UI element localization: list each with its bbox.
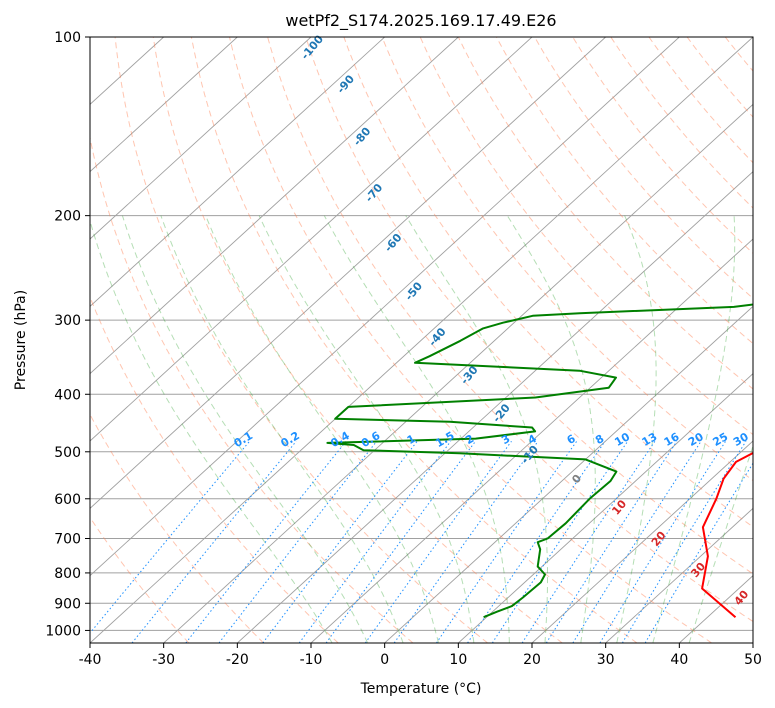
mixing-ratio-line	[599, 441, 727, 643]
dry-adiabat	[267, 37, 753, 623]
dry-adiabat	[90, 413, 264, 643]
mixing-ratio-line	[364, 440, 512, 643]
isotherm-gridline	[605, 507, 753, 643]
isotherm-gridline	[90, 37, 459, 375]
y-tick-label: 400	[54, 387, 81, 403]
x-tick-label: 50	[744, 652, 762, 668]
y-tick-label: 300	[54, 313, 81, 329]
x-tick-label: -20	[226, 652, 249, 668]
mixing-ratio-line	[644, 462, 753, 643]
dry-adiabat	[457, 37, 753, 390]
tick-layer: -40 -30 -20 -10 0 10 20 30 40 50 100 200 300 400 500 60…	[45, 30, 762, 668]
mixing-ratio-line	[436, 441, 578, 643]
isotherm-gridline	[163, 103, 753, 643]
isotherm-gridline	[90, 37, 385, 307]
isotherm-gridline	[384, 305, 753, 643]
dry-adiabat	[381, 37, 753, 482]
y-tick-label: 700	[54, 532, 81, 548]
y-axis-label: Pressure (hPa)	[13, 290, 29, 390]
mixing-ratio-line	[325, 440, 476, 643]
dry-adiabat	[419, 37, 753, 436]
mixing-ratio-line	[621, 441, 747, 643]
y-tick-label: 100	[54, 30, 81, 46]
mixing-ratio-line	[572, 441, 702, 643]
isotherm-gridline	[237, 171, 753, 643]
isotherm-gridline	[90, 37, 238, 173]
plot-frame	[89, 36, 754, 644]
x-tick-label: -40	[79, 652, 102, 668]
isotherm-gridline	[90, 37, 753, 643]
dry-adiabat	[229, 37, 712, 643]
x-tick-label: 0	[380, 652, 389, 668]
x-tick-label: 40	[670, 652, 688, 668]
moist-adiabat	[506, 215, 596, 643]
moist-adiabat	[258, 215, 475, 643]
dry-adiabat	[90, 516, 190, 643]
isotherm-gridline	[458, 373, 753, 643]
grid-layer	[90, 37, 753, 643]
y-tick-label: 800	[54, 566, 81, 582]
dewpoint-profile	[326, 303, 753, 619]
y-tick-label: 200	[54, 209, 81, 225]
dry-adiabat	[190, 37, 638, 643]
isotherm-gridline	[90, 37, 680, 577]
moist-adiabat	[160, 215, 404, 643]
x-tick-label: 30	[597, 652, 615, 668]
mixing-ratio-line	[521, 441, 656, 643]
dry-adiabat	[343, 37, 753, 528]
chart-title: wetPf2_S174.2025.169.17.49.E26	[285, 11, 556, 31]
isotherm-gridline	[531, 440, 753, 643]
mixing-ratio-line	[491, 441, 629, 643]
moist-adiabat	[323, 215, 510, 643]
dry-adiabat	[534, 37, 753, 299]
dry-adiabat	[305, 37, 753, 575]
temperature-profile	[701, 451, 753, 618]
moist-adiabat	[121, 215, 369, 643]
mixing-ratio-line	[131, 440, 297, 643]
isotherm-gridline	[90, 37, 606, 509]
y-tick-label: 1000	[45, 623, 81, 639]
x-tick-label: 10	[449, 652, 467, 668]
x-tick-label: -10	[300, 652, 323, 668]
y-tick-label: 600	[54, 492, 81, 508]
x-tick-label: -30	[152, 652, 175, 668]
x-tick-label: 20	[523, 652, 541, 668]
moist-adiabat	[405, 215, 548, 643]
mixing-ratio-line	[545, 441, 678, 643]
y-tick-label: 500	[54, 445, 81, 461]
y-tick-label: 900	[54, 596, 81, 612]
reference-lines	[90, 37, 753, 643]
dry-adiabat	[152, 37, 563, 643]
series-layer	[326, 303, 753, 619]
moist-adiabat	[205, 215, 439, 643]
moist-adiabat	[616, 215, 657, 643]
mixing-ratio-line	[467, 441, 606, 643]
dry-adiabat	[90, 135, 414, 643]
isotherm-gridline	[90, 37, 533, 442]
moist-adiabat	[688, 444, 753, 643]
isotherm-gridline	[90, 37, 312, 240]
mixing-ratio-line	[218, 440, 378, 643]
x-axis-label: Temperature (°C)	[360, 681, 482, 697]
dry-adiabat	[495, 37, 753, 345]
dry-adiabat	[114, 37, 488, 643]
isotherm-gridline	[310, 238, 753, 643]
